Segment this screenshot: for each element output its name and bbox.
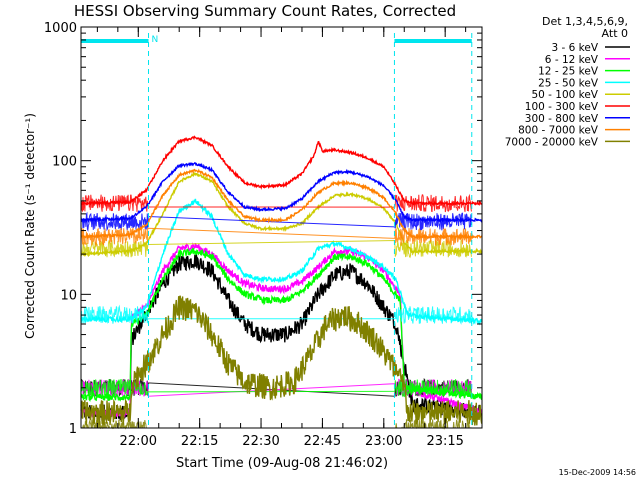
series-gap-line-2 xyxy=(80,379,472,398)
x-tick-label-5: 23:15 xyxy=(426,434,463,449)
series-gap-line-6 xyxy=(80,211,472,232)
night-bar-0 xyxy=(81,39,149,43)
legend-label-3: 25 - 50 keV xyxy=(538,77,599,89)
series-line-8 xyxy=(80,295,483,426)
legend-label-5: 100 - 300 keV xyxy=(525,101,599,113)
series-gap-line-5 xyxy=(80,193,472,213)
series-2 xyxy=(80,247,483,402)
series-6 xyxy=(80,161,483,232)
series-5 xyxy=(80,135,483,213)
x-tick-label-3: 22:45 xyxy=(304,434,341,449)
series-line-5 xyxy=(80,135,483,208)
series-7 xyxy=(80,168,483,247)
y-tick-label-1: 10 xyxy=(60,288,77,303)
series-3 xyxy=(80,198,483,326)
legend-label-4: 50 - 100 keV xyxy=(531,89,598,101)
x-tick-label-2: 22:30 xyxy=(242,434,279,449)
legend-label-6: 300 - 800 keV xyxy=(525,113,599,125)
night-bar-1 xyxy=(394,39,472,43)
x-tick-label-0: 22:00 xyxy=(120,434,157,449)
y-tick-label-2: 100 xyxy=(52,155,77,170)
y-axis-label: Corrected Count Rate (s⁻¹ detector⁻¹) xyxy=(23,113,37,339)
y-tick-label-3: 1000 xyxy=(44,21,77,36)
series-4 xyxy=(80,171,483,259)
series-gap-line-3 xyxy=(80,304,472,325)
legend-header-attenuator: Att 0 xyxy=(602,27,628,40)
legend-label-2: 12 - 25 keV xyxy=(538,66,599,78)
x-tick-label-1: 22:15 xyxy=(181,434,218,449)
series-gap-line-4 xyxy=(80,239,472,259)
series-layer xyxy=(80,135,483,430)
chart-title: HESSI Observing Summary Count Rates, Cor… xyxy=(74,2,456,20)
legend-label-7: 800 - 7000 keV xyxy=(518,125,599,137)
legend-label-8: 7000 - 20000 keV xyxy=(505,136,599,148)
x-axis-label: Start Time (09-Aug-08 21:46:02) xyxy=(176,456,388,471)
axes-layer: N 1 10 100 1000 22:00 22:15 22:30 22:45 23:00 23:1… xyxy=(44,21,483,449)
series-line-3 xyxy=(80,198,483,326)
y-tick-label-0: 1 xyxy=(69,422,77,437)
legend-label-0: 3 - 6 keV xyxy=(551,42,598,54)
night-label: N xyxy=(152,35,159,45)
x-tick-label-4: 23:00 xyxy=(365,434,402,449)
series-gap-line-7 xyxy=(80,227,472,247)
generation-timestamp: 15-Dec-2009 14:56 xyxy=(559,468,636,477)
legend-header-detectors: Det 1,3,4,5,6,9, xyxy=(542,15,628,28)
legend-label-1: 6 - 12 keV xyxy=(545,54,599,66)
series-gap-line-8 xyxy=(80,419,472,430)
